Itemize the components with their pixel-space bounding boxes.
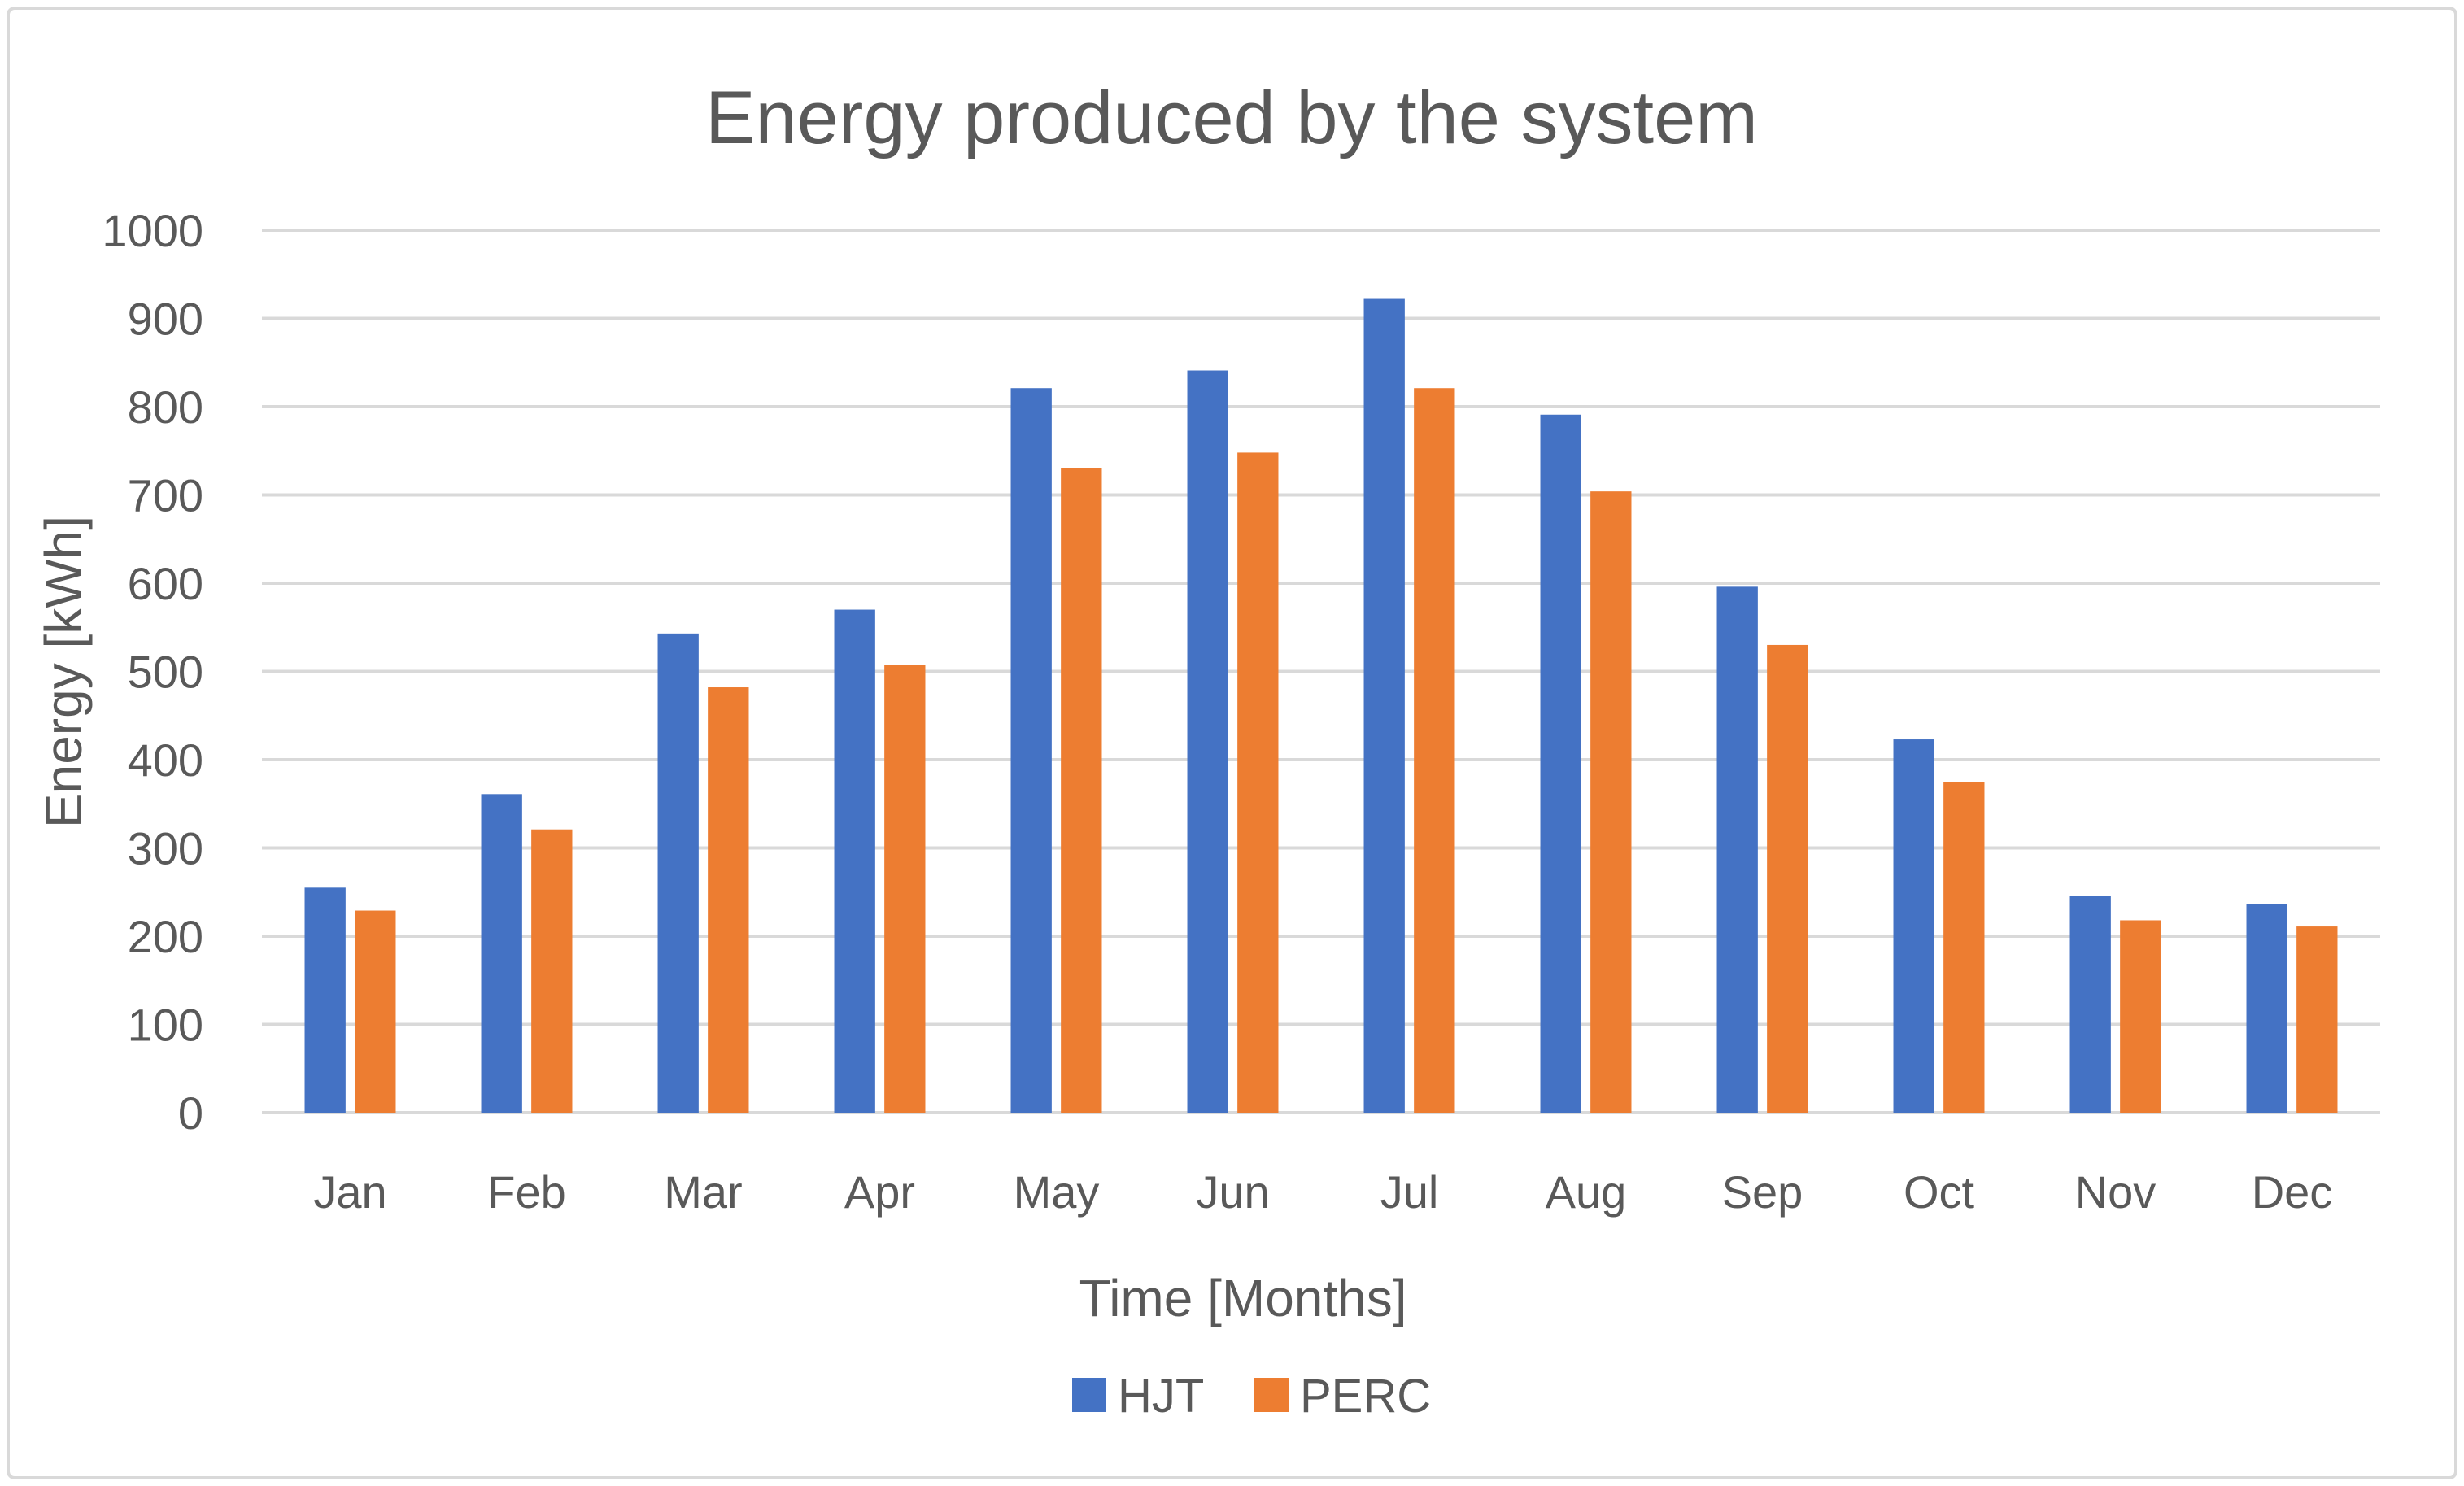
legend-label-perc: PERC (1300, 1370, 1431, 1423)
legend-swatch-hjt (1072, 1378, 1106, 1412)
bar-perc-nov (2120, 920, 2161, 1113)
bar-perc-may (1061, 468, 1102, 1113)
bar-perc-feb (531, 829, 573, 1113)
y-tick-label: 600 (128, 558, 203, 609)
x-tick-label: Mar (664, 1166, 742, 1218)
legend: HJT PERC (1072, 1370, 1431, 1423)
y-axis-label: Energy [kWh] (34, 516, 93, 828)
y-tick-label: 300 (128, 823, 203, 874)
bar-hjt-dec (2246, 904, 2287, 1113)
y-tick-label: 100 (128, 1000, 203, 1051)
y-tick-label: 0 (178, 1087, 203, 1139)
bar-perc-jun (1237, 452, 1279, 1113)
bar-perc-dec (2296, 926, 2338, 1113)
bar-perc-jul (1414, 388, 1455, 1113)
bar-perc-mar (708, 687, 749, 1113)
legend-label-hjt: HJT (1118, 1370, 1204, 1423)
bar-hjt-jun (1187, 370, 1228, 1113)
x-tick-label: Apr (844, 1166, 915, 1218)
bar-perc-oct (1943, 782, 1985, 1113)
x-tick-label: Jul (1380, 1166, 1439, 1218)
legend-swatch-perc (1254, 1378, 1289, 1412)
y-axis-ticks: 0 100 200 300 400 500 600 700 800 900 1000 (102, 205, 203, 1139)
y-tick-label: 400 (128, 734, 203, 786)
x-tick-label: May (1014, 1166, 1100, 1218)
y-tick-label: 1000 (102, 205, 203, 256)
bar-hjt-aug (1540, 414, 1581, 1113)
bar-perc-jan (355, 910, 396, 1113)
x-axis-ticks: Jan Feb Mar Apr May Jun Jul Aug Sep Oct Nov Dec (313, 1166, 2332, 1218)
x-tick-label: Dec (2252, 1166, 2333, 1218)
chart-title: Energy produced by the system (705, 76, 1758, 159)
chart-frame (7, 7, 2457, 1479)
bar-hjt-feb (481, 794, 522, 1113)
y-tick-label: 200 (128, 911, 203, 962)
bars (304, 298, 2338, 1113)
bar-hjt-jul (1363, 298, 1405, 1113)
bar-perc-aug (1590, 491, 1632, 1113)
y-tick-label: 500 (128, 647, 203, 698)
y-tick-label: 700 (128, 470, 203, 521)
x-tick-label: Jan (313, 1166, 386, 1218)
bar-hjt-nov (2069, 896, 2111, 1113)
bar-hjt-apr (834, 609, 875, 1113)
x-tick-label: Aug (1546, 1166, 1627, 1218)
bar-perc-sep (1767, 644, 1808, 1113)
x-tick-label: Sep (1722, 1166, 1803, 1218)
x-tick-label: Nov (2075, 1166, 2157, 1218)
gridlines (262, 229, 2380, 1114)
bar-hjt-sep (1716, 586, 1758, 1113)
bar-hjt-mar (657, 633, 699, 1113)
bar-hjt-jan (304, 887, 346, 1113)
y-tick-label: 900 (128, 294, 203, 345)
bar-perc-apr (884, 665, 926, 1113)
bar-hjt-oct (1893, 739, 1934, 1113)
y-tick-label: 800 (128, 381, 203, 433)
bar-hjt-may (1010, 388, 1052, 1113)
x-tick-label: Jun (1196, 1166, 1269, 1218)
x-tick-label: Feb (487, 1166, 566, 1218)
x-axis-label: Time [Months] (1079, 1269, 1406, 1327)
x-tick-label: Oct (1904, 1166, 1975, 1218)
